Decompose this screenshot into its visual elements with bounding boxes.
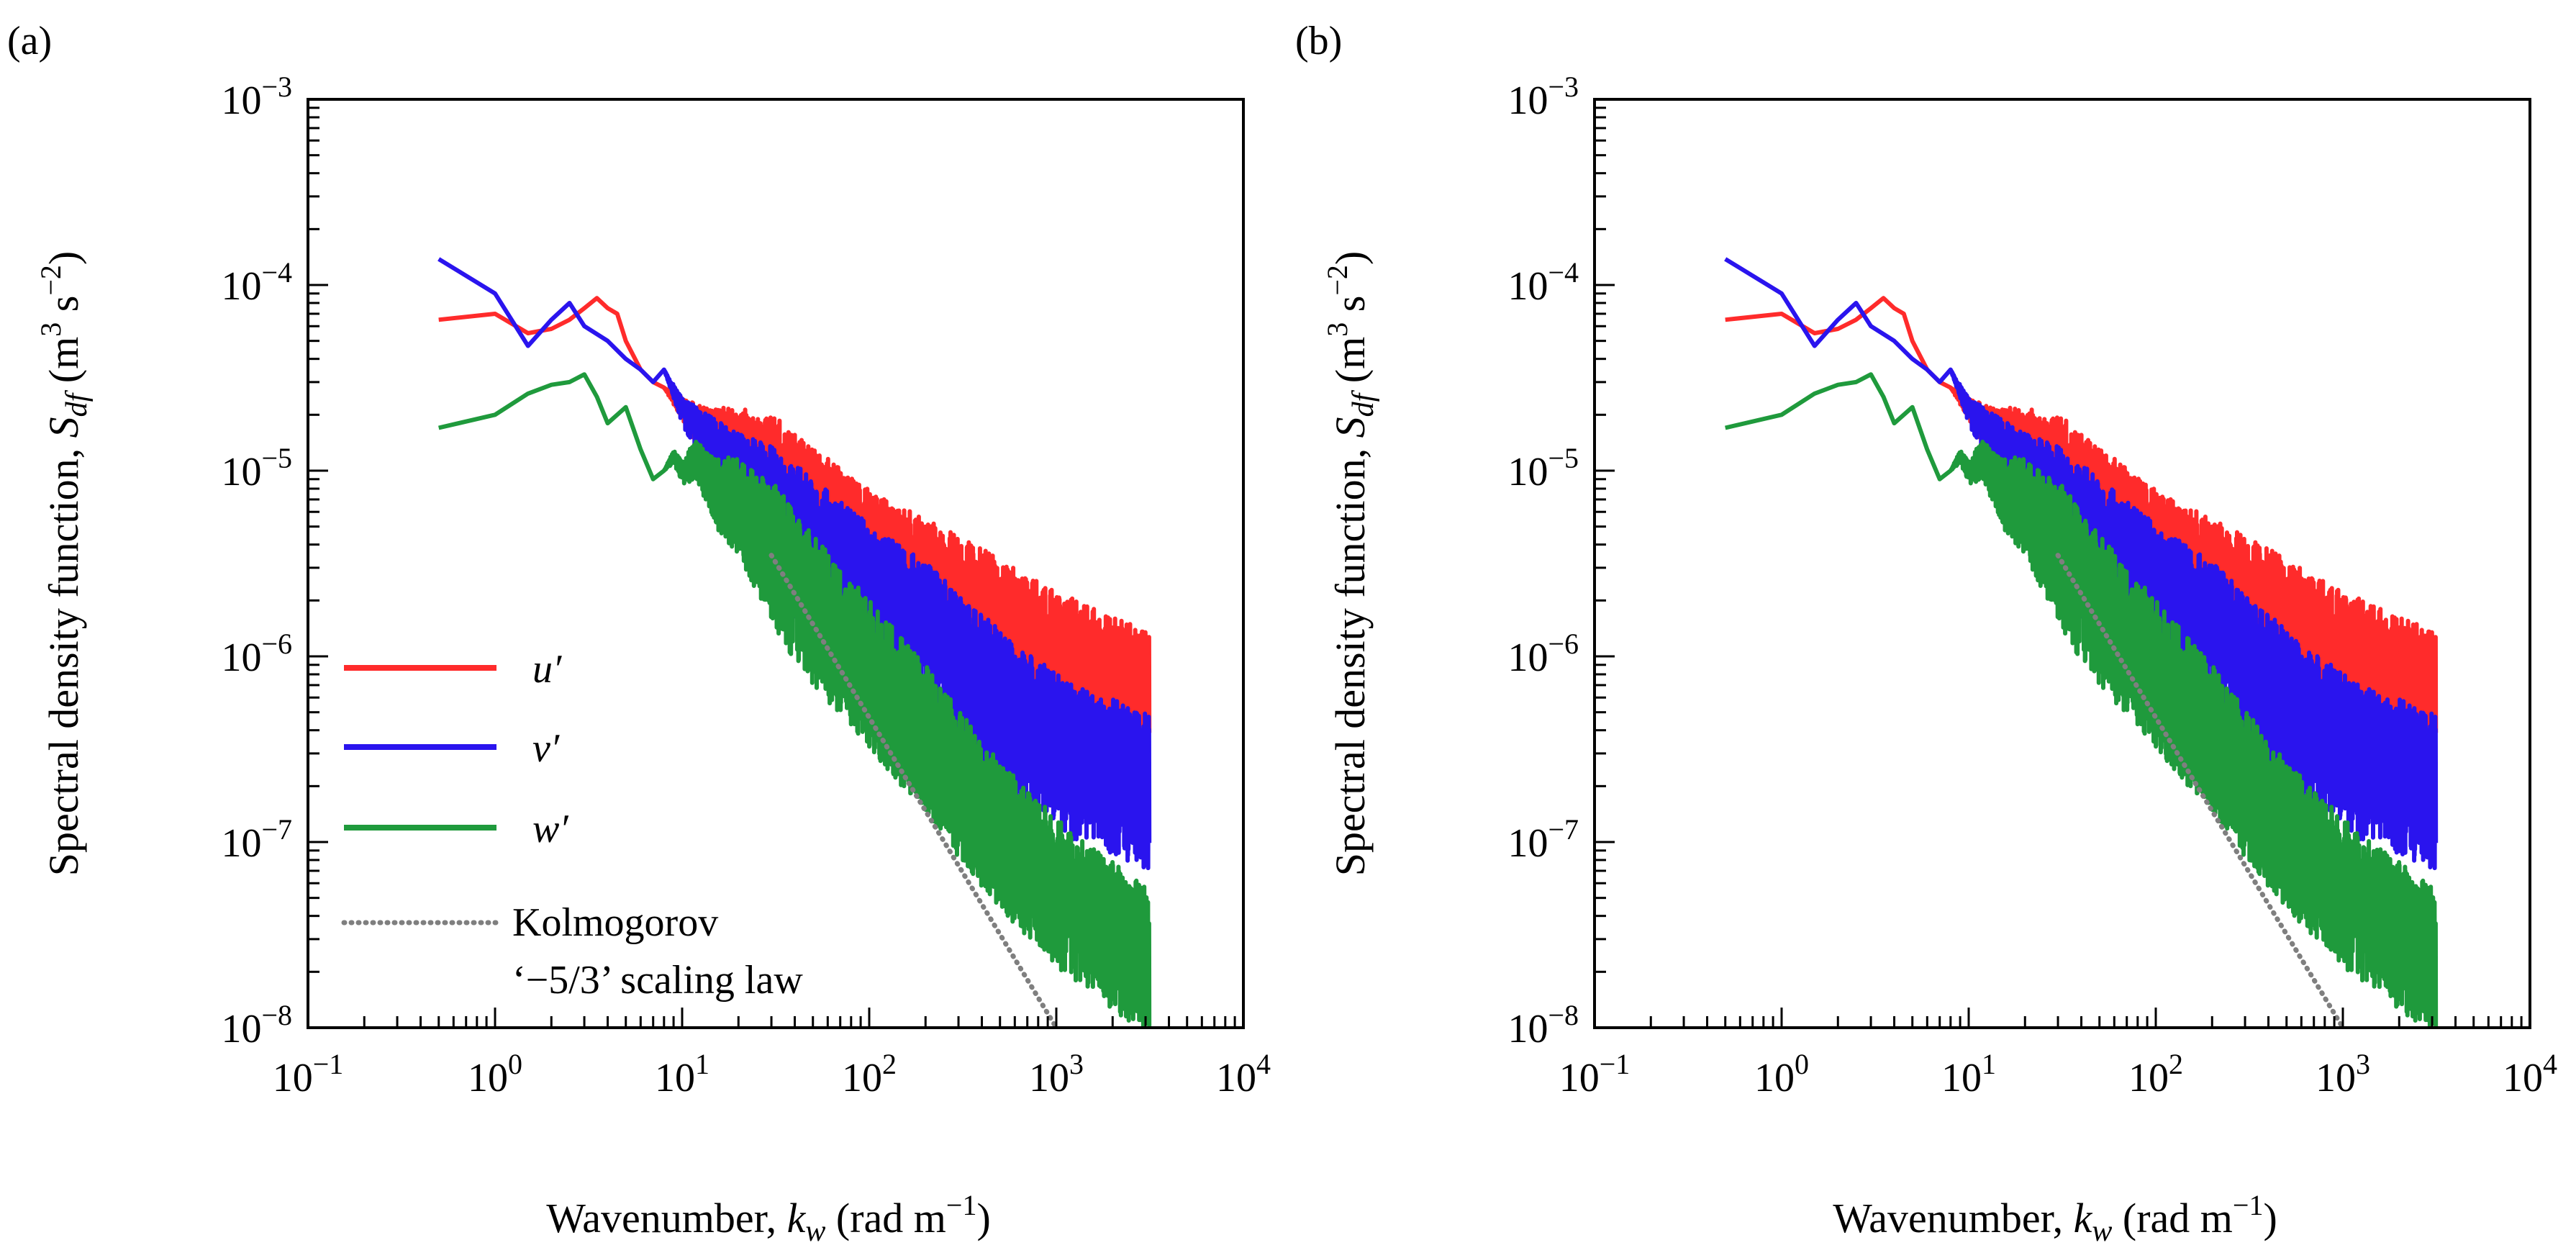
plot-frame — [307, 98, 1245, 1029]
x-axis-title: Wavenumber, kw (rad m−1) — [1833, 1189, 2277, 1248]
x-tick-label: 10−1 — [1559, 1048, 1631, 1100]
y-tick-label: 10−7 — [1507, 813, 1579, 866]
x-tick-label: 100 — [1754, 1048, 1809, 1100]
plot-frame — [1593, 98, 2531, 1029]
panel-label-b: (b) — [1295, 19, 1342, 63]
series-w-line — [1725, 372, 2439, 1028]
y-axis-title: Spectral density function, Sdf (m3 s−2) — [35, 251, 94, 876]
panel-a: (a) 10−1 100 101 102 103 104 10−8 10−7 10−6 10−5 10… — [7, 19, 1271, 1248]
legend-label-u: u′ — [532, 647, 562, 692]
x-tick-label: 101 — [655, 1048, 709, 1100]
y-tick-label: 10−5 — [221, 442, 292, 494]
plot-area — [1724, 257, 2439, 1028]
x-tick-label: 10−1 — [273, 1048, 344, 1100]
y-tick-label: 10−3 — [1507, 71, 1579, 123]
x-tick-label: 100 — [468, 1048, 522, 1100]
x-tick-label: 101 — [1941, 1048, 1996, 1100]
y-tick-label: 10−8 — [1507, 999, 1579, 1051]
y-tick-label: 10−4 — [1507, 256, 1579, 309]
x-tick-label: 104 — [1216, 1048, 1271, 1100]
x-tick-label: 102 — [842, 1048, 897, 1100]
kolmogorov-line — [768, 553, 1059, 1028]
kolmogorov-line — [2055, 553, 2346, 1028]
legend-label-kolmogorov-line1: Kolmogorov — [512, 900, 718, 945]
y-tick-label: 10−6 — [1507, 628, 1579, 680]
legend-label-w: w′ — [532, 807, 568, 851]
series-w-line — [438, 372, 1152, 1028]
panel-label-a: (a) — [7, 19, 52, 63]
x-tick-label: 102 — [2128, 1048, 2183, 1100]
series-v-line — [437, 257, 1152, 871]
y-tick-label: 10−8 — [221, 999, 292, 1051]
series-v-line — [1724, 257, 2439, 871]
y-tick-label: 10−4 — [221, 256, 292, 309]
y-tick-label: 10−5 — [1507, 442, 1579, 494]
x-tick-label: 103 — [2316, 1048, 2370, 1100]
x-axis-title: Wavenumber, kw (rad m−1) — [546, 1189, 991, 1248]
y-tick-label: 10−7 — [221, 813, 292, 866]
legend-label-v: v′ — [532, 726, 560, 771]
y-tick-label: 10−6 — [221, 628, 292, 680]
y-tick-label: 10−3 — [221, 71, 292, 123]
legend: u′ v′ w′ Kolmogorov ‘−5/3’ scaling law — [341, 647, 803, 1003]
panel-b: (b) 10−1 100 101 102 103 104 10−8 10−7 10−6 10−5 10… — [1295, 19, 2557, 1248]
x-tick-label: 104 — [2503, 1048, 2557, 1100]
x-tick-label: 103 — [1029, 1048, 1084, 1100]
plot-area — [437, 257, 1152, 1028]
y-axis-title: Spectral density function, Sdf (m3 s−2) — [1321, 251, 1380, 876]
legend-label-kolmogorov-line2: ‘−5/3’ scaling law — [512, 958, 803, 1003]
